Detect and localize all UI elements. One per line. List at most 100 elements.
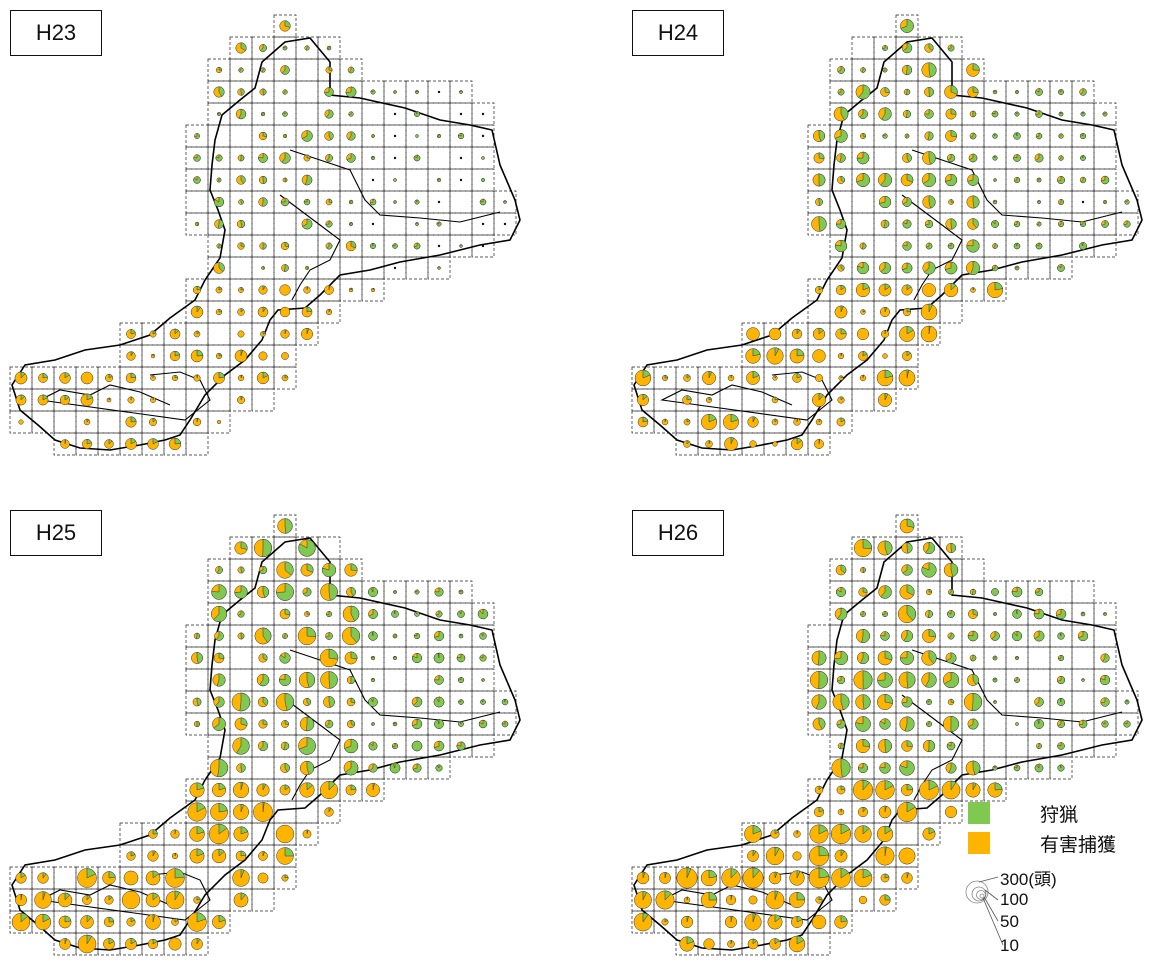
grid-cell [273, 366, 297, 390]
capture-pie [281, 874, 289, 882]
capture-pie [901, 740, 913, 752]
capture-pie [727, 374, 735, 382]
grid-cell [317, 800, 341, 824]
capture-pie [855, 84, 871, 100]
capture-pie [992, 89, 998, 95]
capture-pie [15, 872, 27, 884]
capture-pie [772, 441, 778, 447]
capture-pie [231, 692, 251, 712]
capture-pie [321, 562, 337, 578]
capture-pie [1078, 719, 1088, 729]
capture-pie [393, 134, 397, 138]
capture-pie [1014, 677, 1020, 683]
capture-pie [434, 587, 444, 597]
capture-pie [992, 133, 998, 139]
capture-pie [325, 154, 333, 162]
capture-pie [1057, 698, 1065, 706]
capture-pie [413, 632, 421, 640]
capture-pie [837, 352, 845, 360]
capture-pie [125, 938, 137, 950]
grid-cell [917, 822, 941, 846]
capture-pie [1081, 200, 1085, 204]
capture-pie [102, 871, 116, 885]
capture-pie [346, 131, 356, 141]
capture-pie [634, 369, 652, 387]
capture-pie [832, 693, 850, 711]
capture-pie [901, 564, 913, 576]
grid-cell [1093, 734, 1117, 758]
capture-pie [814, 285, 824, 295]
capture-pie [944, 85, 958, 99]
capture-pie [37, 872, 49, 884]
grid-cell [361, 278, 385, 302]
grid-cells [631, 514, 1139, 956]
capture-pie [948, 589, 954, 595]
grid-cell [895, 366, 919, 390]
grid-cell [339, 256, 363, 280]
capture-pie [1014, 265, 1020, 271]
grid-cell [829, 910, 853, 934]
capture-pie [920, 303, 938, 321]
capture-pie [213, 262, 225, 274]
capture-pie [171, 374, 179, 382]
capture-pie [238, 199, 244, 205]
capture-pie [924, 109, 934, 119]
grid-cell [1005, 190, 1029, 214]
capture-pie [82, 895, 92, 905]
capture-pie [1057, 742, 1065, 750]
grid-cell [807, 624, 831, 648]
grid-cell [895, 822, 919, 846]
size-label-50: 50 [1000, 912, 1019, 931]
capture-pie [1058, 221, 1064, 227]
capture-pie [900, 19, 914, 33]
capture-pie [679, 936, 695, 952]
grid-cell [229, 124, 253, 148]
capture-pie [324, 285, 334, 295]
capture-pie [345, 86, 357, 98]
capture-pie [171, 852, 179, 860]
capture-pie [368, 609, 378, 619]
grid-cell [317, 536, 341, 560]
grid-cell [493, 212, 517, 236]
capture-pie [855, 282, 871, 298]
capture-pie [280, 65, 290, 75]
capture-pie [1058, 89, 1064, 95]
capture-pie [1103, 612, 1107, 616]
capture-pie [305, 266, 309, 270]
capture-pie [834, 129, 848, 143]
capture-pie [742, 867, 764, 889]
capture-pie [661, 418, 669, 426]
capture-pie [57, 892, 73, 908]
capture-pie [77, 934, 97, 954]
capture-pie [947, 44, 955, 52]
capture-pie [233, 892, 249, 908]
grid-cell [1071, 690, 1095, 714]
capture-pie [878, 195, 892, 209]
capture-pie [1102, 111, 1108, 117]
capture-pie [279, 152, 291, 164]
capture-pie [836, 417, 846, 427]
capture-pie [1057, 720, 1065, 728]
capture-pie [876, 369, 894, 387]
capture-pie [897, 604, 917, 624]
capture-pie [880, 219, 890, 229]
capture-pie [683, 440, 691, 448]
capture-pie [145, 870, 161, 886]
grid-cell [295, 58, 319, 82]
capture-pie [237, 154, 245, 162]
grid-cell [741, 388, 765, 412]
capture-pie [882, 133, 888, 139]
capture-pie [436, 177, 442, 183]
grid-cell [207, 888, 231, 912]
capture-pie [437, 266, 441, 270]
capture-pie [992, 655, 998, 661]
capture-pie [854, 825, 872, 843]
capture-pie [1057, 264, 1065, 272]
capture-pie [235, 42, 247, 54]
capture-pie [459, 156, 463, 160]
capture-pie [103, 916, 115, 928]
capture-pie [922, 827, 936, 841]
capture-pie [945, 108, 957, 120]
capture-pie [258, 719, 268, 729]
capture-pie [902, 241, 912, 251]
